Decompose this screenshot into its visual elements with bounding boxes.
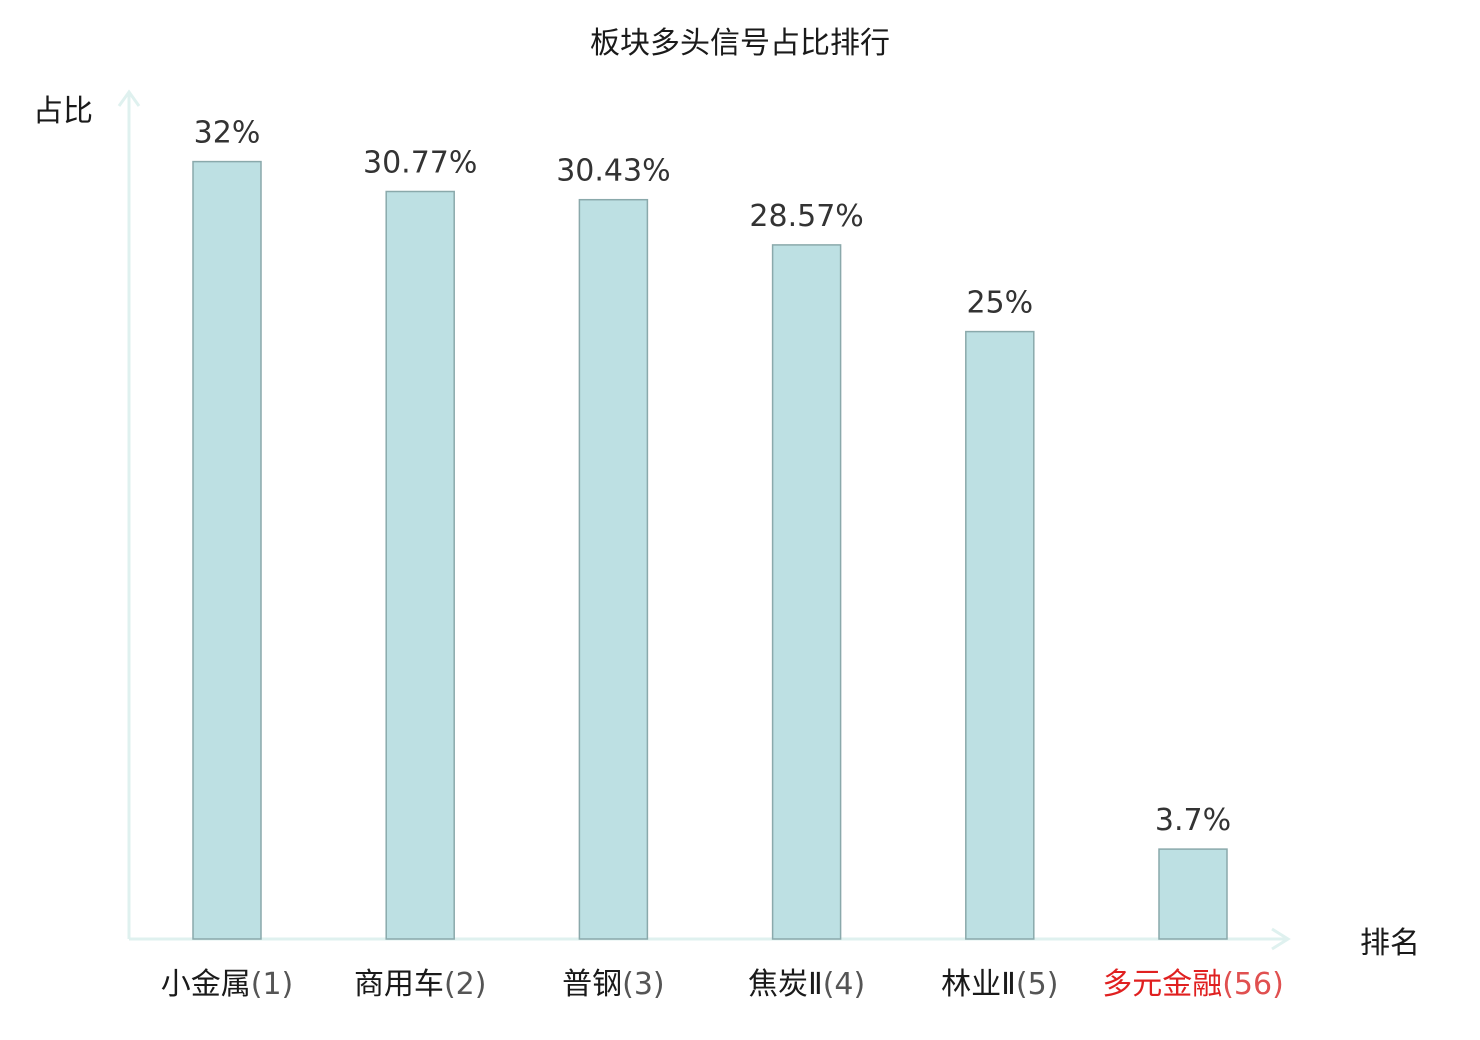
- category-name: 小金属: [161, 967, 251, 1002]
- bar-4: [771, 244, 842, 940]
- bars: [192, 160, 1228, 940]
- category-label-2: 商用车(2): [354, 967, 487, 1002]
- value-label-1: 32%: [194, 116, 261, 151]
- category-label-1: 小金属(1): [161, 967, 294, 1002]
- chart-title: 板块多头信号占比排行: [590, 26, 890, 61]
- value-label-3: 30.43%: [556, 154, 670, 189]
- category-name: 普钢: [562, 967, 622, 1002]
- bar-2: [385, 190, 455, 940]
- bar-1: [192, 160, 262, 940]
- x-axis-label: 排名: [1360, 926, 1420, 961]
- category-rank: (3): [622, 967, 665, 1002]
- category-name: 多元金融: [1102, 967, 1222, 1002]
- value-label-5: 25%: [966, 286, 1033, 321]
- category-rank: (2): [444, 967, 487, 1002]
- bar-6: [1158, 848, 1228, 940]
- category-name: 商用车: [354, 967, 444, 1002]
- category-name: 焦炭Ⅱ: [748, 967, 823, 1002]
- value-label-6: 3.7%: [1155, 803, 1231, 838]
- category-labels: 小金属(1) 商用车(2) 普钢(3) 焦炭Ⅱ(4) 林业Ⅱ(5) 多元金融(56): [161, 967, 1284, 1002]
- x-axis-arrow: [1271, 927, 1291, 951]
- category-label-5: 林业Ⅱ(5): [941, 967, 1058, 1002]
- axes: [117, 89, 1291, 951]
- bar-3: [578, 198, 649, 940]
- category-name: 林业Ⅱ: [941, 967, 1016, 1002]
- category-rank: (56): [1222, 967, 1284, 1002]
- category-rank: (1): [251, 967, 294, 1002]
- y-axis-label: 占比: [33, 94, 93, 129]
- category-rank: (5): [1016, 967, 1059, 1002]
- y-axis-arrow: [117, 89, 141, 107]
- category-label-3: 普钢(3): [562, 967, 665, 1002]
- category-label-6: 多元金融(56): [1102, 967, 1284, 1002]
- category-rank: (4): [823, 967, 866, 1002]
- value-label-4: 28.57%: [749, 199, 863, 234]
- value-labels: 32% 30.77% 30.43% 28.57% 25% 3.7%: [194, 116, 1231, 838]
- bar-5: [965, 330, 1035, 940]
- category-label-4: 焦炭Ⅱ(4): [748, 967, 865, 1002]
- value-label-2: 30.77%: [363, 146, 477, 181]
